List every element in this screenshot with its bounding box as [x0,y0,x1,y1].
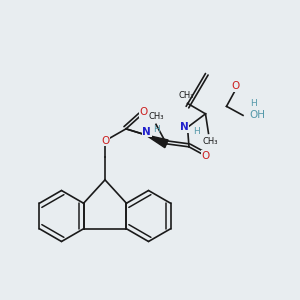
Text: H: H [153,125,159,134]
Text: O: O [231,81,240,91]
Text: O: O [201,151,210,161]
Text: CH₃: CH₃ [148,112,164,121]
Polygon shape [146,135,168,148]
Text: N: N [179,122,188,132]
Text: OH: OH [250,110,266,120]
Text: O: O [140,107,148,117]
Text: N: N [142,127,151,137]
Text: H: H [250,99,257,108]
Text: CH₃: CH₃ [202,137,218,146]
Text: H: H [193,127,200,136]
Text: O: O [101,136,109,146]
Text: CH₃: CH₃ [178,91,194,100]
